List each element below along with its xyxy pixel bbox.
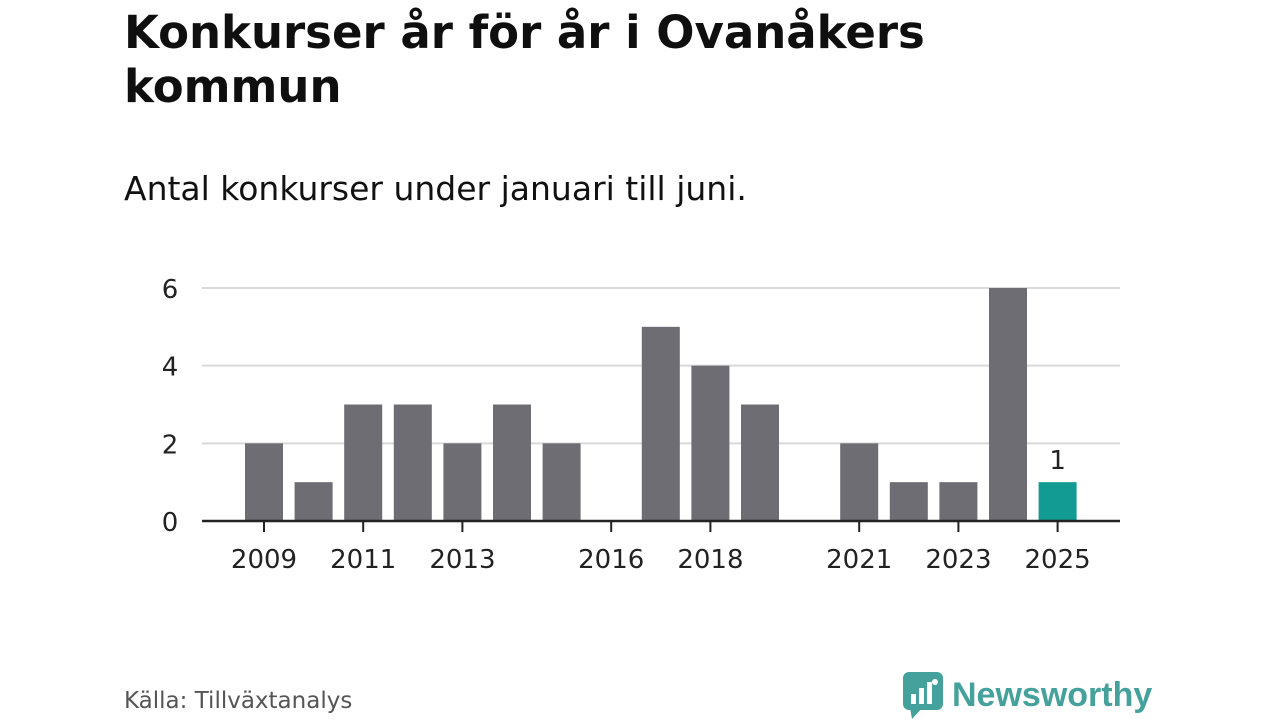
x-tick-label: 2009 bbox=[231, 545, 297, 575]
bar-chart: 0 2 4 6 2009 2011 2013 2016 2018 2021 2023 2025 1 bbox=[162, 275, 1120, 575]
x-tick-label: 2021 bbox=[826, 545, 892, 575]
bar-2021 bbox=[840, 443, 879, 521]
newsworthy-logo: Newsworthy bbox=[902, 670, 1152, 720]
y-tick-label: 0 bbox=[162, 508, 179, 538]
bar-2023 bbox=[939, 482, 978, 521]
bar-2015 bbox=[542, 443, 581, 521]
y-tick-label: 6 bbox=[162, 275, 179, 305]
bar-2010 bbox=[294, 482, 333, 521]
x-tick-label: 2013 bbox=[429, 545, 495, 575]
bar-2025 bbox=[1038, 482, 1077, 521]
bar-2017 bbox=[641, 326, 680, 521]
brand-name: Newsworthy bbox=[952, 675, 1153, 714]
x-tick-label: 2018 bbox=[677, 545, 743, 575]
bar-2024 bbox=[989, 288, 1027, 521]
bar-2012 bbox=[393, 404, 432, 521]
bar-2018 bbox=[691, 365, 730, 521]
chart-bubble-icon bbox=[903, 672, 943, 719]
chart-title: Konkurser år för år i Ovanåkers kommun bbox=[124, 6, 925, 113]
y-tick-label: 2 bbox=[162, 430, 179, 460]
bars bbox=[245, 288, 1077, 521]
bar-2013 bbox=[443, 443, 482, 521]
bar-2011 bbox=[344, 404, 383, 521]
bar-2022 bbox=[889, 482, 928, 521]
chart-subtitle: Antal konkurser under januari till juni. bbox=[124, 169, 747, 208]
x-tick-label: 2016 bbox=[578, 545, 644, 575]
bar-2014 bbox=[493, 404, 531, 521]
labels: 0 2 4 6 2009 2011 2013 2016 2018 2021 2023 2025 1 bbox=[162, 275, 1120, 575]
x-tick-label: 2025 bbox=[1025, 545, 1091, 575]
bar-2009 bbox=[245, 443, 283, 521]
y-tick-label: 4 bbox=[162, 353, 179, 383]
x-tick-label: 2011 bbox=[330, 545, 396, 575]
data-label: 1 bbox=[1049, 446, 1066, 476]
bar-2019 bbox=[741, 404, 779, 521]
x-tick-label: 2023 bbox=[925, 545, 991, 575]
source-note: Källa: Tillväxtanalys bbox=[124, 688, 353, 714]
